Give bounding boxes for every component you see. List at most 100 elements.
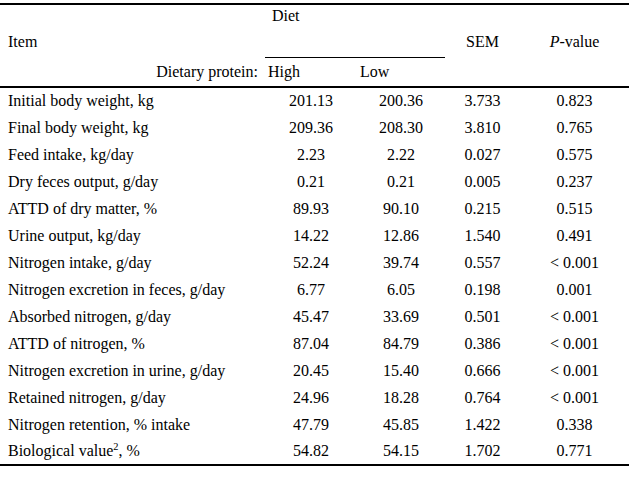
- low-value-cell: 33.69: [357, 303, 445, 330]
- pvalue-cell: 0.001: [520, 276, 629, 303]
- item-label: Nitrogen excretion in urine, g/day: [8, 362, 225, 379]
- item-label: Absorbed nitrogen, g/day: [8, 308, 171, 325]
- low-value-cell: 200.36: [357, 87, 445, 114]
- pvalue-suffix: -value: [559, 33, 599, 50]
- low-value-cell: 2.22: [357, 141, 445, 168]
- header-row-sub: Dietary protein: High Low: [0, 57, 629, 87]
- sem-value-cell: 0.215: [445, 195, 520, 222]
- high-value-cell: 6.77: [265, 276, 357, 303]
- item-cell: Dry feces output, g/day: [0, 168, 265, 195]
- sem-value-cell: 0.005: [445, 168, 520, 195]
- high-value-cell: 2.23: [265, 141, 357, 168]
- table-row: ATTD of nitrogen, % 87.04 84.79 0.386 < …: [0, 330, 629, 357]
- item-cell: Absorbed nitrogen, g/day: [0, 303, 265, 330]
- pvalue-italic-p: P: [550, 33, 560, 50]
- low-value-cell: 15.40: [357, 357, 445, 384]
- item-label: ATTD of dry matter, %: [8, 200, 157, 217]
- results-table: Diet Item SEM P-value Dietary protein: H…: [0, 3, 629, 466]
- paper-page: Diet Item SEM P-value Dietary protein: H…: [0, 0, 629, 478]
- table-row: Biological value2, % 54.82 54.15 1.702 0…: [0, 438, 629, 465]
- header-spacer: [0, 4, 265, 27]
- table-row: Dry feces output, g/day 0.21 0.21 0.005 …: [0, 168, 629, 195]
- item-label: Biological value: [8, 442, 113, 459]
- pvalue-cell: 0.491: [520, 222, 629, 249]
- pvalue-cell: 0.575: [520, 141, 629, 168]
- low-value-cell: 18.28: [357, 384, 445, 411]
- high-value-cell: 20.45: [265, 357, 357, 384]
- pvalue-cell: < 0.001: [520, 357, 629, 384]
- low-value-cell: 84.79: [357, 330, 445, 357]
- header-spacer: [520, 4, 629, 27]
- item-label: Urine output, kg/day: [8, 227, 141, 244]
- low-value-cell: 90.10: [357, 195, 445, 222]
- high-value-cell: 47.79: [265, 411, 357, 438]
- column-group-header-diet: Diet: [265, 4, 445, 27]
- item-cell: ATTD of dry matter, %: [0, 195, 265, 222]
- item-label: Nitrogen excretion in feces, g/day: [8, 281, 225, 298]
- low-value-cell: 45.85: [357, 411, 445, 438]
- header-spacer: [520, 57, 629, 87]
- high-value-cell: 0.21: [265, 168, 357, 195]
- low-value-cell: 12.86: [357, 222, 445, 249]
- sem-value-cell: 0.501: [445, 303, 520, 330]
- item-label: Feed intake, kg/day: [8, 146, 134, 163]
- sem-value-cell: 3.733: [445, 87, 520, 114]
- sem-value-cell: 1.702: [445, 438, 520, 465]
- header-spacer: [445, 57, 520, 87]
- item-cell: Retained nitrogen, g/day: [0, 384, 265, 411]
- high-value-cell: 87.04: [265, 330, 357, 357]
- item-cell: Biological value2, %: [0, 438, 265, 465]
- item-label: Initial body weight, kg: [8, 92, 154, 109]
- column-header-pvalue: P-value: [520, 27, 629, 57]
- sem-value-cell: 0.666: [445, 357, 520, 384]
- pvalue-cell: < 0.001: [520, 249, 629, 276]
- item-label: Nitrogen intake, g/day: [8, 254, 152, 271]
- item-cell: Nitrogen intake, g/day: [0, 249, 265, 276]
- pvalue-cell: 0.237: [520, 168, 629, 195]
- table-row: Urine output, kg/day 14.22 12.86 1.540 0…: [0, 222, 629, 249]
- item-cell: Urine output, kg/day: [0, 222, 265, 249]
- item-label: Dry feces output, g/day: [8, 173, 158, 190]
- table-body: Initial body weight, kg 201.13 200.36 3.…: [0, 87, 629, 465]
- header-spacer: [445, 4, 520, 27]
- table-row: ATTD of dry matter, % 89.93 90.10 0.215 …: [0, 195, 629, 222]
- item-label-tail: , %: [119, 442, 140, 459]
- low-value-cell: 0.21: [357, 168, 445, 195]
- column-header-sem: SEM: [445, 27, 520, 57]
- column-header-item: Item: [0, 27, 265, 57]
- high-value-cell: 54.82: [265, 438, 357, 465]
- low-value-cell: 6.05: [357, 276, 445, 303]
- high-value-cell: 201.13: [265, 87, 357, 114]
- subheader-dietary-protein: Dietary protein:: [0, 57, 265, 87]
- pvalue-cell: 0.823: [520, 87, 629, 114]
- sem-value-cell: 0.386: [445, 330, 520, 357]
- item-label: Final body weight, kg: [8, 119, 148, 136]
- sem-value-cell: 0.027: [445, 141, 520, 168]
- table-row: Nitrogen excretion in urine, g/day 20.45…: [0, 357, 629, 384]
- item-cell: Nitrogen excretion in urine, g/day: [0, 357, 265, 384]
- table-row: Initial body weight, kg 201.13 200.36 3.…: [0, 87, 629, 114]
- diet-group-underline: [265, 27, 445, 57]
- item-cell: Feed intake, kg/day: [0, 141, 265, 168]
- pvalue-cell: 0.338: [520, 411, 629, 438]
- item-label: Retained nitrogen, g/day: [8, 389, 166, 406]
- high-value-cell: 52.24: [265, 249, 357, 276]
- pvalue-cell: < 0.001: [520, 303, 629, 330]
- table-row: Final body weight, kg 209.36 208.30 3.81…: [0, 114, 629, 141]
- item-cell: Initial body weight, kg: [0, 87, 265, 114]
- sem-value-cell: 1.422: [445, 411, 520, 438]
- pvalue-cell: < 0.001: [520, 384, 629, 411]
- column-header-low: Low: [357, 57, 445, 87]
- column-header-high: High: [265, 57, 357, 87]
- low-value-cell: 39.74: [357, 249, 445, 276]
- pvalue-cell: < 0.001: [520, 330, 629, 357]
- high-value-cell: 24.96: [265, 384, 357, 411]
- table-row: Feed intake, kg/day 2.23 2.22 0.027 0.57…: [0, 141, 629, 168]
- high-value-cell: 45.47: [265, 303, 357, 330]
- table-row: Nitrogen retention, % intake 47.79 45.85…: [0, 411, 629, 438]
- sem-value-cell: 0.557: [445, 249, 520, 276]
- item-label: ATTD of nitrogen, %: [8, 335, 145, 352]
- sem-value-cell: 1.540: [445, 222, 520, 249]
- item-cell: Nitrogen retention, % intake: [0, 411, 265, 438]
- sem-value-cell: 3.810: [445, 114, 520, 141]
